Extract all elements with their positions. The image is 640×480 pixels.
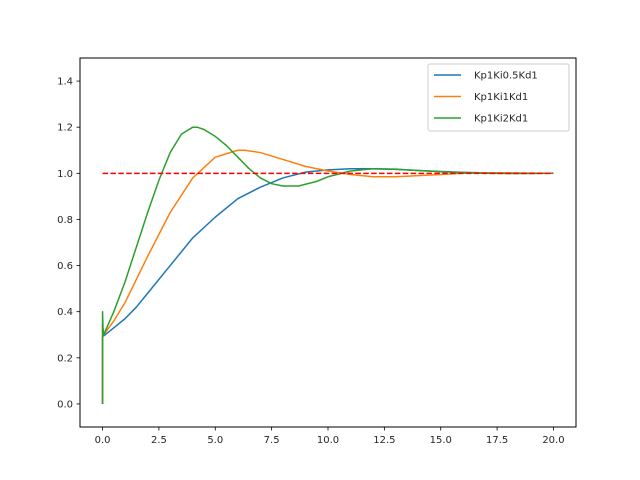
y-tick-label: 0.6 — [57, 261, 73, 272]
series-line-2 — [101, 126, 554, 404]
x-tick-label: 5.0 — [207, 435, 223, 446]
x-tick-label: 17.5 — [486, 435, 508, 446]
series-line-1 — [101, 149, 554, 404]
y-tick-label: 1.0 — [57, 169, 73, 180]
x-tick-label: 7.5 — [264, 435, 280, 446]
x-tick-label: 10.0 — [317, 435, 339, 446]
x-tick-label: 12.5 — [373, 435, 395, 446]
x-tick-label: 20.0 — [542, 435, 564, 446]
x-axis-ticks: 0.0 2.5 5.0 7.5 10.0 12.5 15.0 17.5 20.0 — [95, 427, 565, 446]
y-tick-label: 1.2 — [57, 123, 73, 134]
y-axis-ticks: 0.0 0.2 0.4 0.6 0.8 1.0 1.2 1.4 — [57, 77, 80, 410]
y-tick-label: 0.2 — [57, 353, 73, 364]
legend-label-1: Kp1Ki1Kd1 — [474, 92, 528, 103]
legend-box — [427, 63, 570, 132]
legend-label-0: Kp1Ki0.5Kd1 — [474, 71, 538, 82]
x-tick-label: 15.0 — [430, 435, 452, 446]
y-tick-label: 1.4 — [57, 77, 73, 88]
plot-area — [101, 126, 554, 404]
axes-frame — [79, 57, 577, 428]
y-tick-label: 0.0 — [57, 399, 73, 410]
x-tick-label: 2.5 — [151, 435, 167, 446]
legend-label-2: Kp1Ki2Kd1 — [474, 114, 528, 125]
x-tick-label: 0.0 — [95, 435, 111, 446]
legend: Kp1Ki0.5Kd1 Kp1Ki1Kd1 Kp1Ki2Kd1 — [427, 63, 570, 132]
y-tick-label: 0.8 — [57, 215, 73, 226]
y-tick-label: 0.4 — [57, 307, 73, 318]
